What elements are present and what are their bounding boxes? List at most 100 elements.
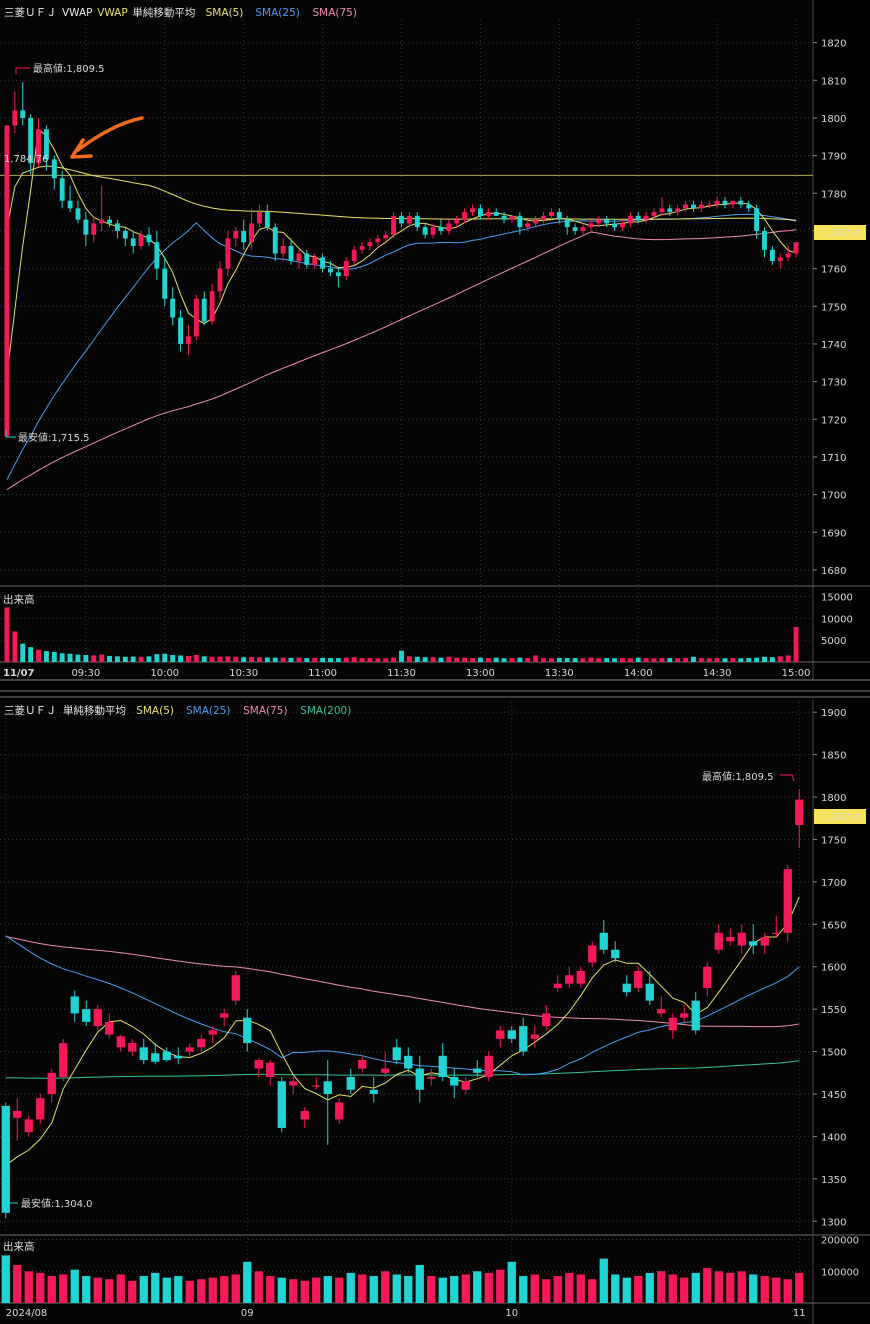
volume-bar [657, 1271, 666, 1303]
candle-body [225, 238, 231, 269]
intraday-date-label: 11/07 [3, 668, 35, 679]
volume-bar [375, 658, 381, 662]
price-tick-label: 1850 [821, 751, 846, 762]
volume-bar [312, 657, 318, 662]
volume-bar [346, 1272, 355, 1303]
volume-bar [266, 1276, 275, 1303]
candle-body [450, 1077, 459, 1086]
time-tick-label: 13:00 [466, 668, 495, 679]
volume-bar [564, 658, 570, 662]
candle-body [427, 1077, 436, 1079]
volume-bar [130, 656, 136, 662]
candle-body [151, 1053, 160, 1062]
volume-bar [233, 656, 239, 662]
intraday-title: 三菱ＵＦＪ [4, 7, 57, 19]
volume-bar [406, 656, 412, 662]
time-tick-label: 15:00 [782, 668, 811, 679]
volume-bar [391, 657, 397, 662]
candle-body [116, 1036, 125, 1048]
volume-bar [217, 656, 223, 662]
candle-body [484, 1055, 493, 1078]
candle-body [588, 945, 597, 963]
price-tick-label: 1900 [821, 708, 846, 719]
candle-body [288, 246, 294, 262]
intraday-vwap-label: 1,784.76 [4, 154, 49, 165]
volume-bar [47, 1276, 56, 1303]
candle-body [320, 257, 326, 269]
volume-bar [399, 650, 404, 662]
price-tick-label: 1300 [821, 1217, 846, 1228]
price-tick-label: 1600 [821, 963, 846, 974]
volume-bar [359, 658, 365, 662]
volume-bar [422, 657, 428, 662]
candle-body [369, 1089, 378, 1094]
candle-body [485, 212, 491, 216]
volume-bar [635, 657, 641, 662]
candle-body [312, 257, 318, 265]
candle-body [553, 983, 562, 988]
volume-bar [83, 655, 89, 662]
price-tick-label: 1810 [821, 76, 846, 87]
time-tick-label: 10:00 [150, 668, 179, 679]
volume-tick-label: 10000 [821, 614, 853, 625]
candle-body [643, 215, 649, 220]
volume-bar [107, 655, 112, 662]
time-tick-label: 11 [793, 1308, 806, 1319]
candle-body [381, 1068, 390, 1073]
candle-body [746, 204, 752, 209]
daily-min-label: 最安値:1,304.0 [21, 1197, 93, 1210]
volume-bar [749, 1274, 758, 1303]
volume-bar [24, 1271, 33, 1303]
candle-body [501, 215, 507, 220]
volume-bar [427, 1276, 436, 1303]
candle-body [300, 1110, 309, 1120]
time-tick-label: 14:30 [703, 668, 732, 679]
candle-body [541, 215, 546, 220]
price-tick-label: 1700 [821, 491, 846, 502]
candle-body [706, 204, 712, 206]
volume-bar [304, 658, 310, 662]
volume-bar [450, 1276, 459, 1303]
candle-body [580, 227, 586, 231]
candle-body [698, 204, 704, 209]
sma25-line [5, 935, 800, 1076]
candle-body [604, 219, 610, 224]
candle-body [667, 208, 673, 213]
price-tick-label: 1650 [821, 920, 846, 931]
legend-item: VWAP [97, 7, 128, 19]
volume-bar [525, 658, 531, 662]
volume-bar [461, 1274, 470, 1303]
candle-body [548, 212, 554, 216]
candle-body [635, 215, 641, 220]
volume-bar [208, 1277, 217, 1303]
candle-body [760, 937, 769, 946]
price-tick-label: 1690 [821, 528, 846, 539]
volume-bar [620, 658, 625, 662]
candle-body [738, 200, 744, 205]
legend-item: SMA(200) [300, 705, 351, 717]
volume-bar [154, 654, 160, 662]
volume-bar [438, 1277, 447, 1303]
volume-bar [746, 658, 752, 662]
legend-item: SMA(75) [313, 7, 357, 19]
candle-body [596, 219, 602, 224]
sma5-line [6, 128, 797, 376]
volume-bar [162, 1277, 171, 1303]
candle-body [446, 223, 452, 231]
candle-body [703, 966, 712, 988]
time-tick-label: 11:00 [308, 668, 337, 679]
volume-bar [328, 658, 333, 662]
candle-body [233, 230, 239, 239]
daily-panel [0, 700, 813, 1324]
candle-body [530, 1034, 539, 1039]
candle-body [312, 1085, 321, 1087]
candle-body [162, 1051, 171, 1061]
candle-body [392, 1047, 401, 1061]
candle-body [462, 212, 468, 220]
price-tick-label: 1350 [821, 1175, 846, 1186]
price-tick-label: 1450 [821, 1090, 846, 1101]
daily-price-tag [814, 809, 866, 824]
max-pointer [15, 67, 30, 74]
candle-body [519, 1026, 528, 1052]
candle-body [146, 234, 152, 243]
